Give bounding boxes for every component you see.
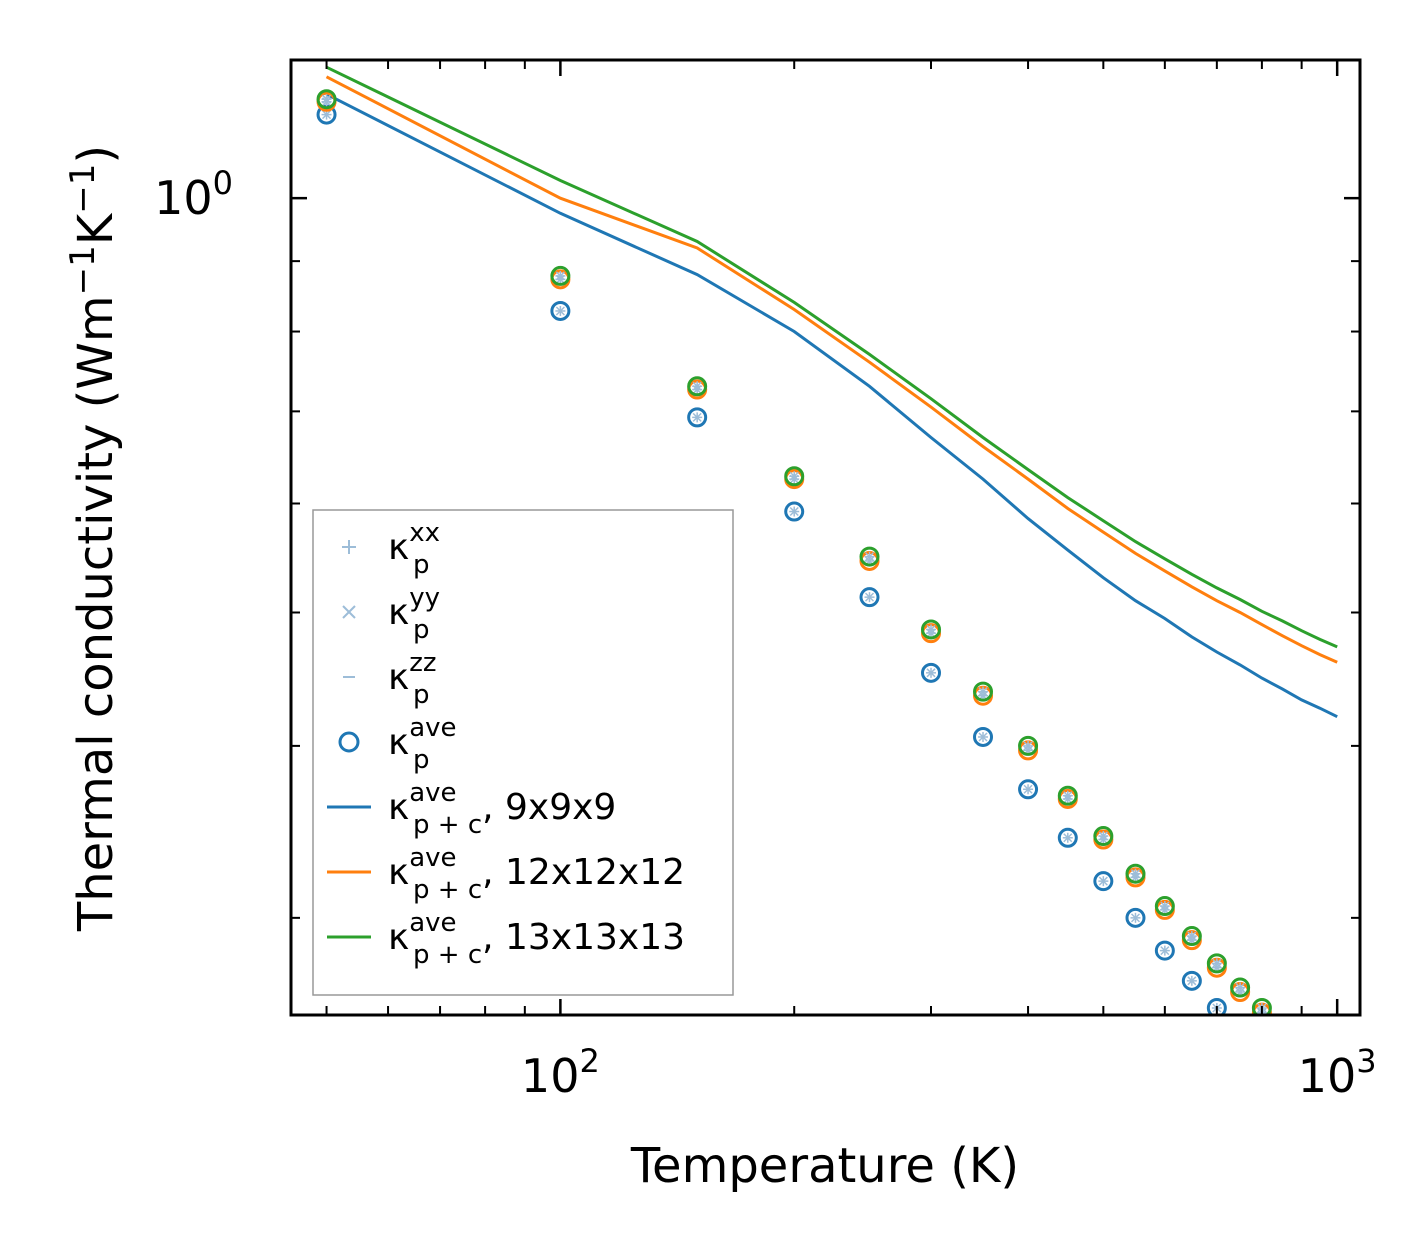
data-point-yy bbox=[1187, 976, 1197, 986]
legend-label: κave p + c, 9x9x9 bbox=[388, 778, 616, 840]
legend-entry-3: κzz p bbox=[343, 648, 437, 710]
data-point-yy bbox=[1130, 913, 1141, 923]
legend-entry-5: κave p + c, 9x9x9 bbox=[327, 778, 616, 840]
data-point-ave bbox=[1181, 970, 1202, 991]
data-point-ave bbox=[687, 407, 708, 428]
data-point-yy bbox=[555, 306, 565, 316]
data-point-yy bbox=[1212, 958, 1222, 968]
data-point-yy bbox=[789, 471, 799, 481]
data-point-ave bbox=[1181, 926, 1202, 947]
data-point-ave bbox=[784, 466, 805, 487]
data-point-yy bbox=[1160, 946, 1170, 956]
data-point-yy bbox=[1130, 869, 1141, 879]
legend-label: κave p bbox=[388, 713, 457, 775]
legend-label: κyy p bbox=[388, 583, 440, 645]
x-tick-label: 102 bbox=[521, 1042, 600, 1103]
x-axis-label: Temperature (K) bbox=[630, 1138, 1019, 1194]
data-point-yy bbox=[1023, 741, 1033, 751]
series-line-3 bbox=[325, 65, 1338, 649]
data-point-ave bbox=[1206, 953, 1227, 974]
data-point-ave bbox=[859, 546, 880, 567]
legend-marker-cross bbox=[342, 605, 356, 619]
data-point-ave bbox=[1154, 940, 1175, 961]
data-point-ave bbox=[550, 300, 571, 321]
data-point-yy bbox=[555, 271, 565, 281]
data-point-yy bbox=[926, 624, 936, 635]
data-point-ave bbox=[973, 681, 994, 702]
data-point-yy bbox=[1098, 876, 1108, 886]
legend-marker-circle bbox=[338, 731, 360, 753]
data-point-yy bbox=[1063, 833, 1073, 843]
x-tick-label: 103 bbox=[1298, 1042, 1377, 1103]
data-point-ave bbox=[1057, 785, 1078, 806]
data-point-ave bbox=[1251, 998, 1272, 1015]
data-point-ave bbox=[1206, 998, 1227, 1015]
data-point-ave bbox=[921, 662, 942, 683]
legend-label: κave p + c, 12x12x12 bbox=[388, 843, 685, 905]
data-point-yy bbox=[322, 94, 332, 104]
data-point-yy bbox=[789, 507, 799, 517]
data-point-ave bbox=[973, 726, 994, 747]
data-point-ave bbox=[1125, 863, 1146, 884]
data-point-ave bbox=[1154, 896, 1175, 917]
plot-frame bbox=[289, 58, 1362, 1017]
legend-entry-2: κyy p bbox=[342, 583, 440, 645]
data-point-ave bbox=[1018, 735, 1039, 756]
legend-label: κzz p bbox=[388, 648, 437, 710]
data-point-ave bbox=[1057, 827, 1078, 848]
data-point-ave bbox=[550, 265, 571, 286]
data-point-ave bbox=[1018, 779, 1039, 800]
data-point-ave bbox=[687, 376, 708, 397]
data-point-yy bbox=[978, 687, 988, 697]
legend-entry-1: κxx p bbox=[342, 518, 440, 580]
data-point-ave bbox=[316, 89, 337, 110]
data-point-ave bbox=[1093, 871, 1114, 892]
data-point-yy bbox=[1023, 784, 1033, 794]
data-point-yy bbox=[926, 668, 936, 678]
data-point-yy bbox=[1160, 901, 1170, 911]
plot-content bbox=[316, 65, 1338, 1015]
y-axis-label: Thermal conductivity (Wm−1K−1) bbox=[63, 145, 124, 932]
data-point-yy bbox=[1235, 982, 1245, 993]
legend-entry-4: κave p bbox=[338, 713, 457, 775]
data-point-yy bbox=[1063, 791, 1073, 801]
axes: 102 103 100 bbox=[154, 58, 1377, 1103]
data-point-ave bbox=[1125, 907, 1146, 928]
legend-label: κave p + c, 13x13x13 bbox=[388, 908, 685, 970]
data-point-ave bbox=[859, 587, 880, 608]
legend-entry-7: κave p + c, 13x13x13 bbox=[327, 908, 685, 970]
y-tick-label: 100 bbox=[154, 164, 233, 225]
data-point-yy bbox=[864, 552, 875, 562]
data-point-ave bbox=[1093, 826, 1114, 847]
legend-entry-6: κave p + c, 12x12x12 bbox=[327, 843, 685, 905]
data-point-ave bbox=[784, 501, 805, 522]
data-point-yy bbox=[692, 381, 702, 391]
data-point-yy bbox=[322, 110, 332, 120]
data-point-yy bbox=[1187, 931, 1197, 941]
series-line-2 bbox=[325, 75, 1338, 664]
plot-area bbox=[316, 65, 1338, 1015]
legend-label: κxx p bbox=[388, 518, 440, 580]
legend-box bbox=[312, 509, 734, 996]
data-point-ave bbox=[1230, 977, 1251, 998]
data-point-yy bbox=[692, 412, 702, 422]
data-point-yy bbox=[978, 732, 988, 742]
data-point-yy bbox=[864, 592, 875, 602]
data-point-ave bbox=[921, 619, 942, 640]
series-line-1 bbox=[325, 92, 1338, 719]
series-points-1 bbox=[316, 104, 1227, 1015]
data-point-yy bbox=[1098, 831, 1108, 841]
